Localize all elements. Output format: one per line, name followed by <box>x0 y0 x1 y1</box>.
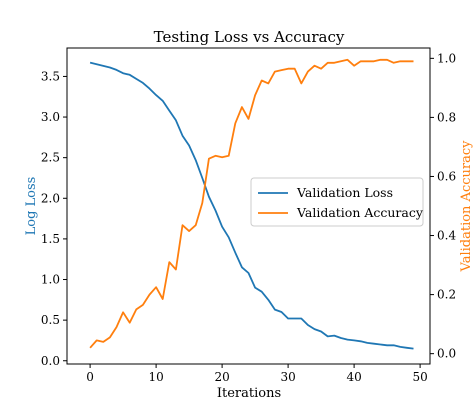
y-right-tick-label: 1.0 <box>437 51 456 65</box>
y-right-tick-label: 0.6 <box>437 169 456 183</box>
legend-label-validation-loss: Validation Loss <box>296 185 393 200</box>
x-tick-label: 30 <box>280 370 295 384</box>
y-right-tick-label: 0.0 <box>437 347 456 361</box>
y-left-tick-label: 2.0 <box>41 191 60 205</box>
series-line-validation-accuracy <box>89 58 414 349</box>
x-axis-label: Iterations <box>217 386 281 401</box>
legend: Validation Loss Validation Accuracy <box>250 177 424 227</box>
legend-label-validation-accuracy: Validation Accuracy <box>296 205 424 220</box>
x-tick-label: 40 <box>346 370 361 384</box>
y-right-tick-label: 0.2 <box>437 288 456 302</box>
x-tick-label: 0 <box>86 370 94 384</box>
y-axis-left-label: Log Loss <box>24 177 39 236</box>
plot-frame <box>66 47 431 365</box>
x-tick-label: 20 <box>214 370 229 384</box>
legend-box <box>250 177 424 227</box>
y-axis-right-label: Validation Accuracy <box>459 140 474 273</box>
y-left-tick-label: 2.5 <box>41 151 60 165</box>
y-left-tick-label: 3.5 <box>41 69 60 83</box>
x-tick-label: 50 <box>412 370 427 384</box>
y-left-tick-label: 0.5 <box>41 313 60 327</box>
series-line-validation-loss <box>89 61 414 350</box>
y-left-tick-label: 1.0 <box>41 273 60 287</box>
y-right-tick-label: 0.4 <box>437 229 456 243</box>
y-left-tick-label: 1.5 <box>41 232 60 246</box>
chart-title: Testing Loss vs Accuracy <box>154 28 345 46</box>
y-right-tick-label: 0.8 <box>437 110 456 124</box>
x-tick-label: 10 <box>148 370 163 384</box>
y-left-tick-label: 3.0 <box>41 110 60 124</box>
y-left-tick-label: 0.0 <box>41 354 60 368</box>
